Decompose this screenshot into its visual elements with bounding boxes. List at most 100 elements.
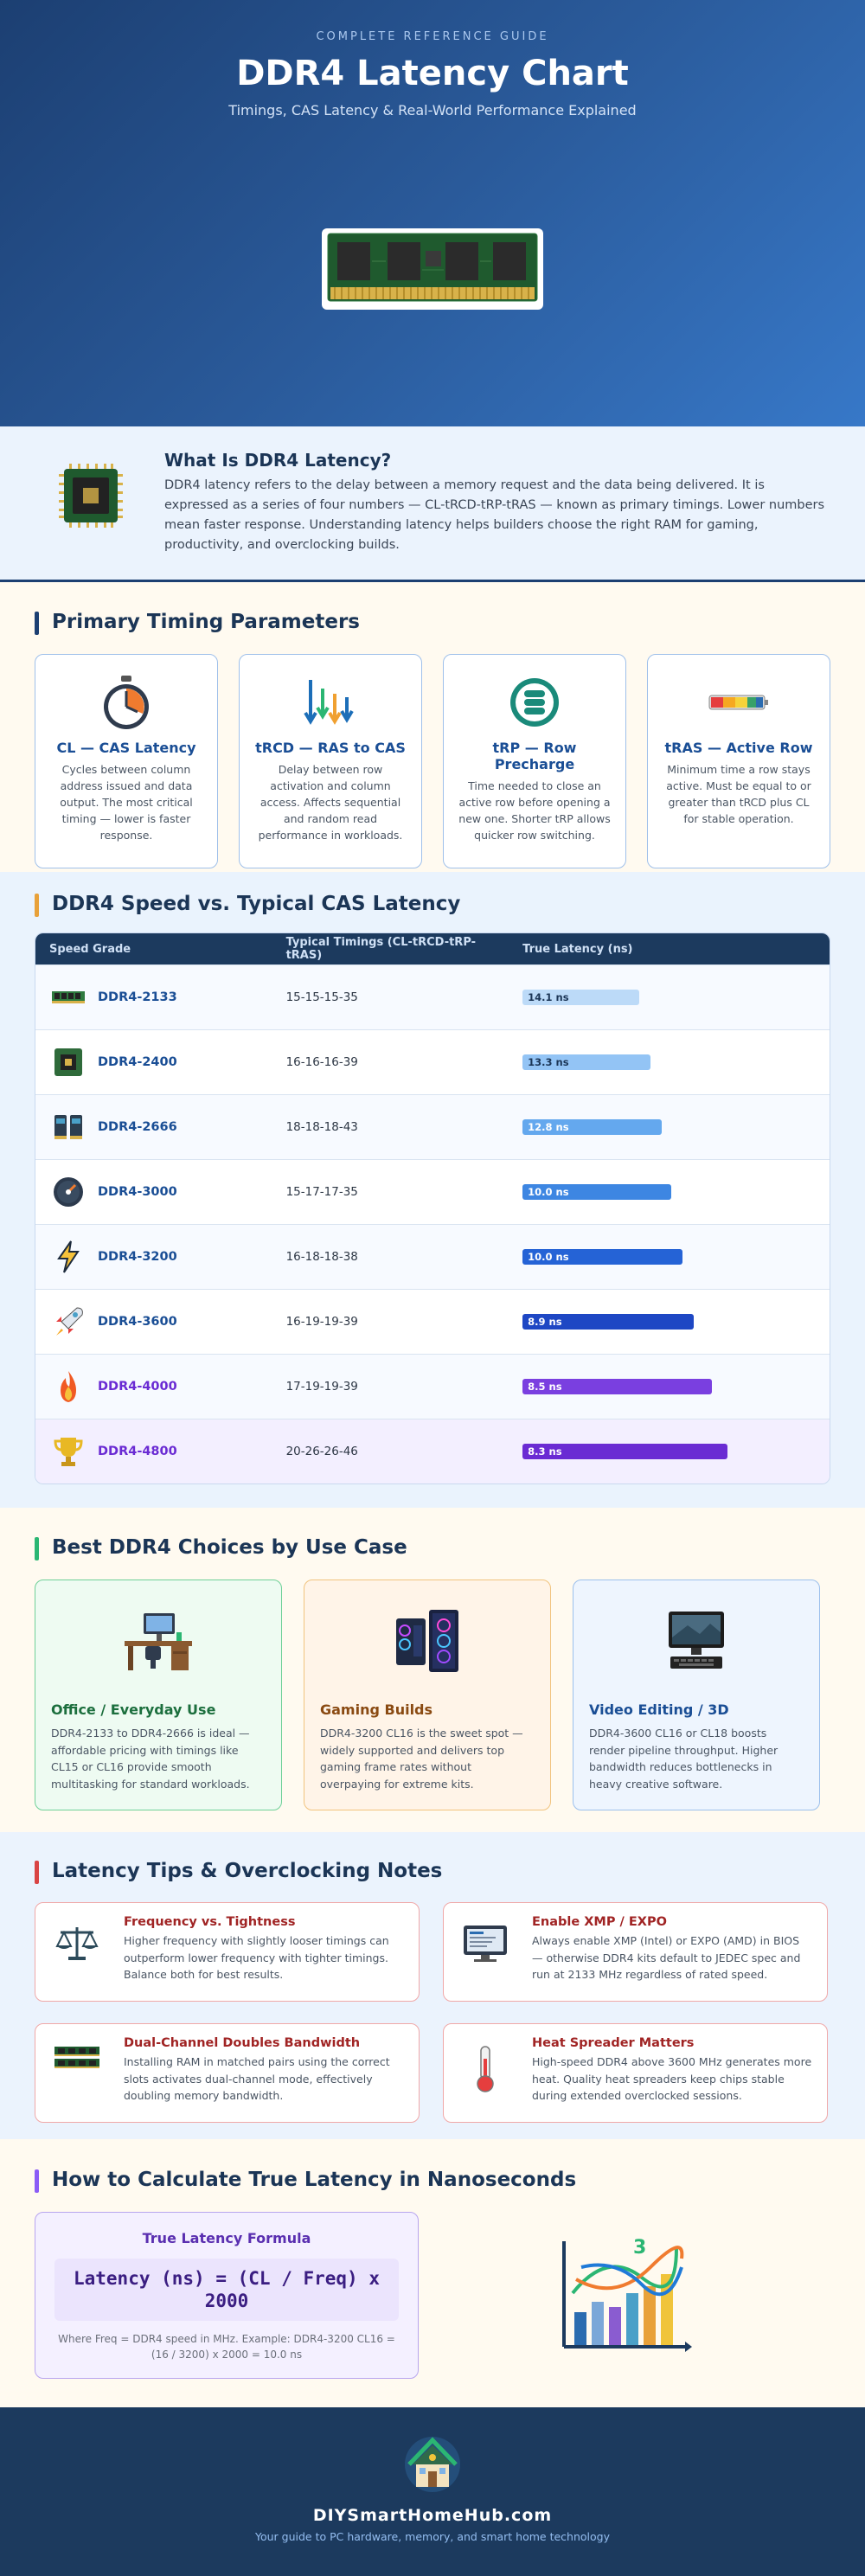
usecase-card-body: DDR4-3600 CL16 or CL18 boosts render pip… [589, 1727, 778, 1791]
speed-grade-label: DDR4-3000 [98, 1185, 177, 1199]
tip-card-frequency: Frequency vs. Tightness Higher frequency… [35, 1902, 420, 2002]
latency-cell: 8.5 ns [509, 1379, 830, 1394]
timing-card-cl: CL — CAS Latency Cycles between column a… [35, 654, 218, 868]
stopwatch-icon [104, 676, 149, 729]
timing-card-tras: tRAS — Active Row Minimum time a row sta… [647, 654, 830, 868]
timing-card-title: tRP — Row Precharge [492, 740, 577, 772]
svg-text:3: 3 [633, 2237, 646, 2259]
lightning-icon [49, 1238, 87, 1276]
speed-grade-cell: DDR4-3000 [35, 1173, 272, 1211]
tip-body: Installing RAM in matched pairs using th… [124, 2055, 390, 2102]
formula-section: How to Calculate True Latency in Nanosec… [0, 2139, 865, 2407]
latency-cell: 8.9 ns [509, 1314, 830, 1330]
speed-grade-cell: DDR4-3200 [35, 1238, 272, 1276]
fire-icon [49, 1368, 87, 1406]
intro-heading: What Is DDR4 Latency? [164, 450, 392, 471]
dual-ram-icon [54, 2047, 99, 2068]
latency-bar: 12.8 ns [522, 1119, 663, 1135]
tip-body: Always enable XMP (Intel) or EXPO (AMD) … [532, 1934, 801, 1981]
table-row: DDR4-3000 15-17-17-35 10.0 ns [35, 1159, 830, 1224]
page-title: DDR4 Latency Chart [236, 54, 629, 93]
balance-scale-icon [55, 1927, 99, 1960]
table-row: DDR4-4000 17-19-19-39 8.5 ns [35, 1354, 830, 1419]
timing-card-title: CL — CAS Latency [56, 740, 196, 756]
tip-card-xmp: Enable XMP / EXPO Always enable XMP (Int… [443, 1902, 828, 2002]
table-row: DDR4-2400 16-16-16-39 13.3 ns [35, 1029, 830, 1094]
column-header: Speed Grade [49, 942, 131, 956]
growth-chart-icon: 3 [562, 2237, 692, 2352]
formula-box: True Latency Formula Latency (ns) = (CL … [35, 2212, 419, 2379]
trophy-icon [49, 1432, 87, 1471]
video-editing-icon [669, 1612, 724, 1669]
speedometer-icon [49, 1173, 87, 1211]
timing-card-body: Delay between row activation and column … [258, 763, 403, 842]
speed-grade-cell: DDR4-4000 [35, 1368, 272, 1406]
latency-bar: 10.0 ns [522, 1184, 671, 1200]
table-row: DDR4-2133 15-15-15-35 14.1 ns [35, 964, 830, 1029]
hero-banner: COMPLETE REFERENCE GUIDE DDR4 Latency Ch… [0, 0, 865, 426]
database-icon [510, 678, 559, 727]
speed-grade-label: DDR4-2133 [98, 990, 177, 1004]
intro-body: DDR4 latency refers to the delay between… [164, 478, 825, 552]
formula-equation-line: 2000 [204, 2291, 249, 2311]
ram-module-icon [49, 978, 87, 1016]
timing-card-body: Minimum time a row stays active. Must be… [666, 763, 811, 825]
timings-cell: 17-19-19-39 [285, 1380, 358, 1394]
timings-cell: 20-26-26-46 [285, 1445, 358, 1458]
latency-cell: 13.3 ns [509, 1054, 830, 1070]
usecase-card-title: Office / Everyday Use [51, 1701, 216, 1718]
ram-sticks-icon [49, 1108, 87, 1146]
latency-bar: 8.5 ns [522, 1379, 712, 1394]
smart-home-logo-icon [405, 2437, 460, 2492]
table-row: DDR4-3200 16-18-18-38 10.0 ns [35, 1224, 830, 1289]
speed-grade-cell: DDR4-2133 [35, 978, 272, 1016]
tip-card-heat-spreader: Heat Spreader Matters High-speed DDR4 ab… [443, 2023, 828, 2123]
timings-cell: 16-18-18-38 [285, 1250, 358, 1264]
speed-grade-cell: DDR4-3600 [35, 1303, 272, 1341]
usecase-section-title: Best DDR4 Choices by Use Case [35, 1536, 830, 1560]
column-header: True Latency (ns) [522, 942, 633, 956]
formula-equation: Latency (ns) = (CL / Freq) x 2000 [54, 2259, 399, 2321]
tip-title: Dual-Channel Doubles Bandwidth [124, 2036, 361, 2050]
latency-bar: 10.0 ns [522, 1249, 682, 1265]
intro-section: What Is DDR4 Latency? DDR4 latency refer… [0, 426, 865, 582]
speed-grade-cell: DDR4-2666 [35, 1108, 272, 1146]
gaming-pc-icon [396, 1610, 458, 1672]
tip-body: High-speed DDR4 above 3600 MHz generates… [532, 2055, 812, 2102]
usecase-card-video: Video Editing / 3D DDR4-3600 CL16 or CL1… [573, 1580, 820, 1810]
speed-grade-label: DDR4-2400 [98, 1055, 177, 1069]
cpu-chip-icon [59, 464, 123, 528]
usecase-card-title: Video Editing / 3D [589, 1701, 729, 1718]
timing-card-trcd: tRCD — RAS to CAS Delay between row acti… [239, 654, 422, 868]
timing-card-title: tRCD — RAS to CAS [255, 740, 406, 756]
speed-grade-cell: DDR4-4800 [35, 1432, 272, 1471]
tips-section: Latency Tips & Overclocking Notes Freque… [0, 1832, 865, 2139]
formula-box-title: True Latency Formula [142, 2230, 311, 2246]
usecase-card-title: Gaming Builds [320, 1701, 433, 1718]
tips-section-title: Latency Tips & Overclocking Notes [35, 1860, 830, 1884]
speed-section-title: DDR4 Speed vs. Typical CAS Latency [35, 893, 830, 917]
arrows-down-icon [304, 680, 354, 725]
table-row: DDR4-4800 20-26-26-46 8.3 ns [35, 1419, 830, 1483]
timing-section-title: Primary Timing Parameters [35, 611, 830, 635]
speed-table: Speed Grade Typical Timings (CL-tRCD-tRP… [35, 932, 830, 1484]
rocket-icon [49, 1303, 87, 1341]
speed-grade-label: DDR4-3200 [98, 1250, 177, 1264]
speed-grade-cell: DDR4-2400 [35, 1043, 272, 1081]
speed-grade-label: DDR4-4800 [98, 1445, 177, 1458]
usecase-card-body: DDR4-2133 to DDR4-2666 is ideal — afford… [51, 1727, 250, 1791]
timings-cell: 15-15-15-35 [285, 990, 358, 1004]
footer: DIYSmartHomeHub.com Your guide to PC har… [0, 2407, 865, 2576]
usecase-card-gaming: Gaming Builds DDR4-3200 CL16 is the swee… [304, 1580, 551, 1810]
office-desk-icon [125, 1613, 192, 1670]
footer-brand[interactable]: DIYSmartHomeHub.com [312, 2506, 553, 2525]
timings-cell: 16-19-19-39 [285, 1315, 358, 1329]
tip-title: Frequency vs. Tightness [124, 1915, 296, 1929]
ram-stick-illustration [322, 228, 543, 310]
latency-cell: 10.0 ns [509, 1184, 830, 1200]
timing-card-title: tRAS — Active Row [664, 740, 813, 756]
timing-section: Primary Timing Parameters CL — CAS Laten… [0, 582, 865, 872]
timings-cell: 15-17-17-35 [285, 1185, 358, 1199]
timing-card-body: Cycles between column address issued and… [60, 763, 193, 842]
footer-tagline: Your guide to PC hardware, memory, and s… [254, 2530, 611, 2543]
